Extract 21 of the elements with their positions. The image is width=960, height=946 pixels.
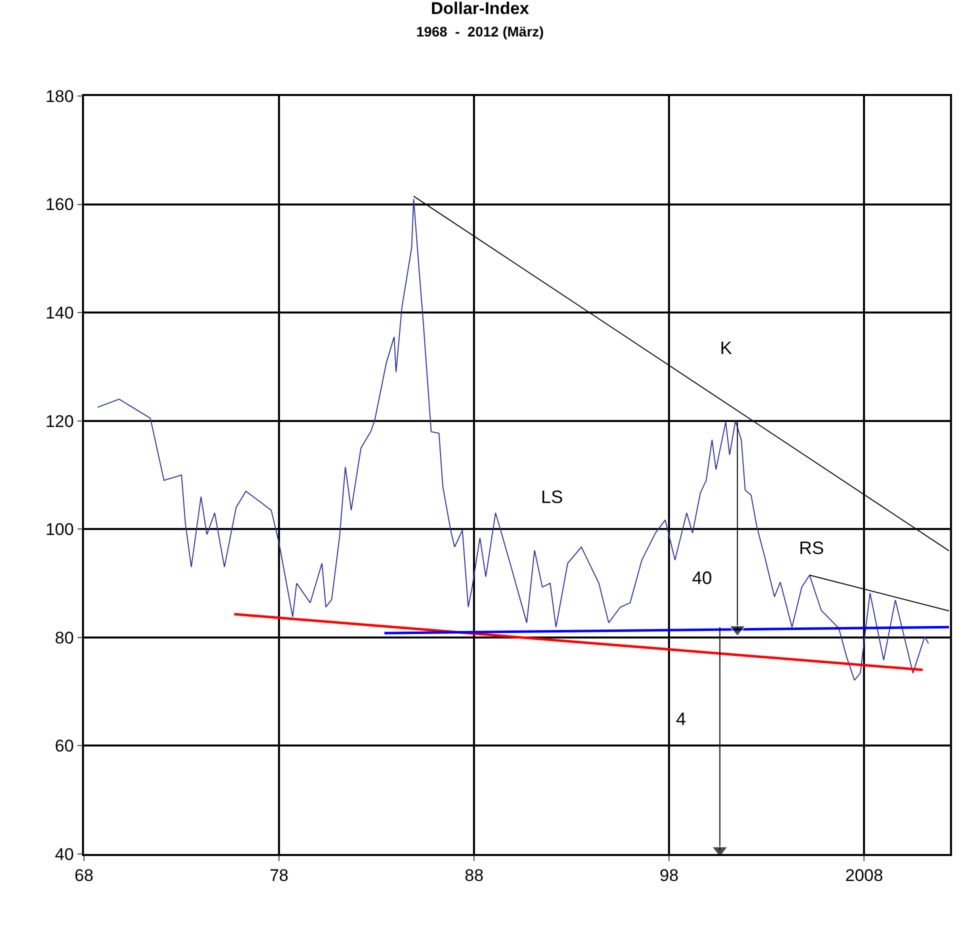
- y-tick-label: 40: [54, 844, 74, 864]
- y-tick-label: 60: [54, 736, 74, 756]
- annotation: K: [720, 338, 732, 358]
- chart-subtitle: 1968 - 2012 (März): [416, 23, 544, 40]
- x-tick-label: 98: [660, 866, 679, 886]
- annotation: 4: [676, 709, 686, 729]
- y-tick-label: 100: [45, 520, 74, 540]
- x-tick-label: 88: [464, 866, 484, 886]
- x-tick-label: 78: [270, 866, 289, 886]
- line-series: [97, 198, 930, 681]
- chart-title: Dollar-Index: [430, 0, 530, 18]
- annotation: LS: [541, 487, 564, 507]
- annotation: 40: [692, 568, 712, 588]
- x-tick-label: 68: [74, 866, 94, 886]
- y-tick-label: 140: [45, 304, 74, 323]
- y-tick-label: 80: [54, 628, 74, 648]
- y-tick-label: 120: [45, 412, 74, 431]
- y-tick-label: 160: [45, 195, 74, 214]
- x-tick-label: 2008: [845, 866, 884, 886]
- annotation: RS: [799, 538, 824, 558]
- y-tick-label: 180: [45, 86, 74, 106]
